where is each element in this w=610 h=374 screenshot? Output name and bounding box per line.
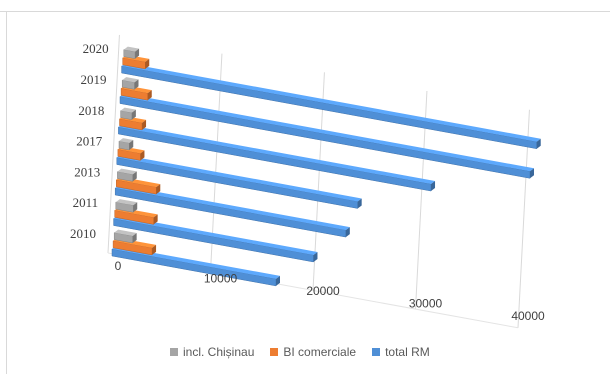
bar-top-face	[123, 46, 140, 52]
legend-label: incl. Chișinau	[183, 345, 255, 359]
left-border	[6, 11, 7, 374]
bar-end-face	[152, 244, 157, 255]
bar-end-face	[145, 58, 150, 69]
bar-top-face	[116, 154, 362, 202]
bar-end-face	[129, 139, 134, 150]
legend-swatch	[270, 348, 279, 356]
bar-end-face	[135, 48, 140, 59]
bar-end-face	[142, 119, 147, 130]
y-tick-label-2017: 2017	[76, 134, 103, 149]
y-tick-label-2010: 2010	[70, 226, 96, 241]
x-tick-label-0: 0	[115, 259, 122, 273]
bar-top-face	[115, 199, 138, 206]
legend-item: BI comerciale	[270, 345, 356, 359]
bar-end-face	[140, 150, 145, 161]
bar-top-face	[120, 93, 534, 172]
bar-end-face	[133, 202, 138, 213]
legend-swatch	[372, 348, 381, 356]
bar-end-face	[276, 275, 280, 286]
bar-top-face	[114, 229, 137, 236]
bar-end-face	[431, 181, 436, 192]
bar-end-face	[530, 168, 534, 179]
bar-top-face	[122, 77, 139, 83]
x-tick-label-10000: 10000	[204, 272, 238, 286]
bar-top-face	[120, 107, 136, 113]
y-tick-label-2013: 2013	[74, 164, 100, 179]
bar-top-face	[121, 63, 541, 142]
bar-top-face	[117, 168, 137, 175]
bar-end-face	[147, 90, 152, 101]
y-tick-label-2011: 2011	[73, 195, 99, 210]
bar-end-face	[357, 198, 362, 209]
bar-end-face	[153, 214, 158, 225]
bar-totalrm-2010	[111, 248, 277, 287]
bar-end-face	[536, 138, 541, 149]
x-tick-label-30000: 30000	[409, 297, 443, 311]
y-tick-label-2020: 2020	[83, 41, 109, 56]
gridline	[107, 34, 120, 254]
bar-top-face	[118, 124, 436, 185]
x-tick-label-40000: 40000	[511, 309, 545, 323]
legend-item: total RM	[372, 345, 430, 359]
chart-legend: incl. Chișinau BI comerciale total RM	[170, 345, 490, 359]
bar-end-face	[131, 109, 136, 120]
bar-end-face	[313, 251, 318, 262]
x-tick-label-20000: 20000	[306, 284, 340, 298]
legend-item: incl. Chișinau	[170, 345, 254, 359]
bar-totalrm-2018	[118, 126, 432, 192]
bar-end-face	[345, 227, 350, 238]
bar-end-face	[132, 232, 137, 243]
legend-label: total RM	[385, 345, 430, 359]
legend-label: BI comerciale	[283, 345, 357, 359]
y-tick-label-2018: 2018	[78, 103, 104, 118]
bar-end-face	[132, 171, 137, 182]
y-tick-label-2019: 2019	[81, 72, 107, 87]
bar-end-face	[134, 79, 139, 90]
bar-end-face	[156, 184, 161, 195]
bar-top-face	[112, 246, 280, 279]
bar-top-face	[113, 215, 318, 255]
legend-swatch	[170, 348, 178, 356]
bar-top-face	[115, 185, 350, 231]
bar-top-face	[119, 138, 134, 143]
top-border	[0, 11, 610, 12]
